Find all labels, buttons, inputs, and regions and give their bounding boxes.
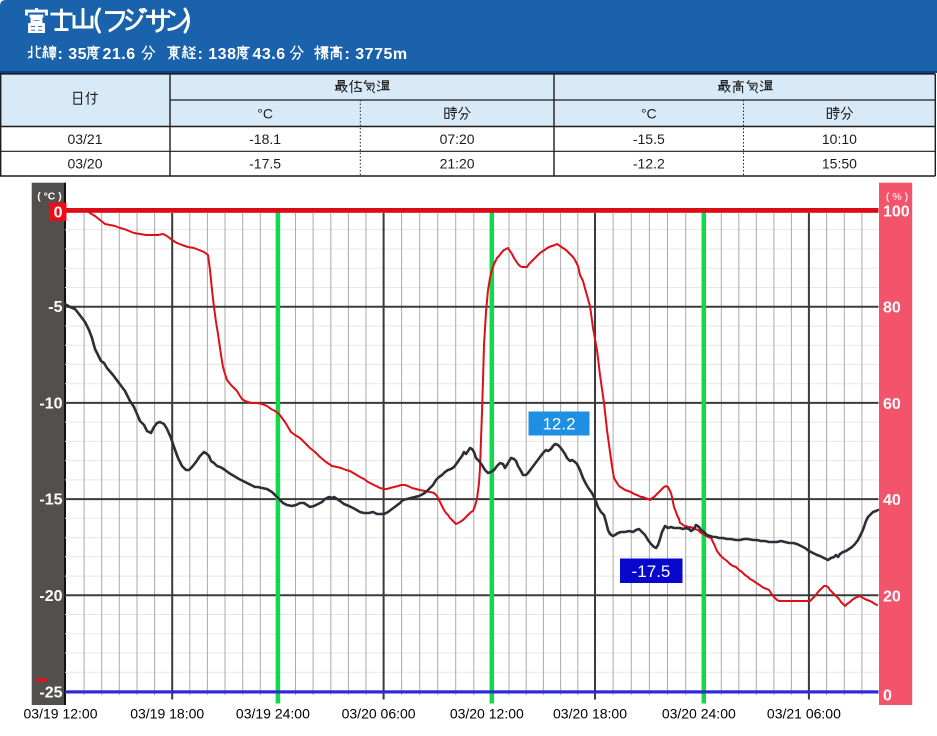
svg-text:60: 60	[883, 396, 901, 413]
svg-text:03/19 18:00: 03/19 18:00	[130, 706, 204, 722]
svg-text:-18.1: -18.1	[249, 131, 281, 147]
svg-text:-15.5: -15.5	[633, 131, 665, 147]
svg-text:21.6: 21.6	[103, 46, 136, 63]
svg-text:-5: -5	[48, 299, 62, 316]
svg-text:100: 100	[883, 204, 910, 221]
svg-text:°C: °C	[641, 105, 657, 121]
svg-text:07:20: 07:20	[440, 131, 475, 147]
svg-text:03/20 24:00: 03/20 24:00	[662, 706, 736, 722]
svg-text:-12.2: -12.2	[633, 156, 665, 172]
svg-text:( % ): ( % )	[886, 191, 908, 203]
svg-text:-15: -15	[39, 492, 62, 509]
svg-text:: 35: : 35	[58, 46, 88, 63]
svg-text:80: 80	[883, 300, 901, 317]
svg-text:40: 40	[883, 492, 901, 509]
svg-text:12.2: 12.2	[542, 414, 575, 433]
svg-text:°C: °C	[257, 105, 273, 121]
svg-text:: 3775m: : 3775m	[345, 46, 408, 63]
svg-text:10:10: 10:10	[822, 131, 857, 147]
svg-text:20: 20	[883, 588, 901, 605]
svg-text:03/20 12:00: 03/20 12:00	[450, 706, 524, 722]
svg-text:03/21: 03/21	[67, 131, 102, 147]
svg-text:-10: -10	[39, 395, 62, 412]
svg-text:: 138: : 138	[198, 46, 237, 63]
svg-text:-25: -25	[39, 685, 62, 702]
svg-text:03/21 06:00: 03/21 06:00	[767, 706, 841, 722]
svg-text:03/19 12:00: 03/19 12:00	[24, 706, 98, 722]
svg-text:21:20: 21:20	[440, 156, 475, 172]
svg-text:15:50: 15:50	[822, 156, 857, 172]
svg-text:0: 0	[54, 205, 63, 222]
svg-text:( °C ): ( °C )	[37, 191, 62, 203]
svg-text:03/19 24:00: 03/19 24:00	[236, 706, 310, 722]
svg-text:-17.5: -17.5	[632, 562, 671, 581]
svg-text:-20: -20	[39, 588, 62, 605]
svg-text:03/20 06:00: 03/20 06:00	[342, 706, 416, 722]
svg-text:03/20 18:00: 03/20 18:00	[553, 706, 627, 722]
svg-text:-17.5: -17.5	[249, 156, 281, 172]
svg-text:43.6: 43.6	[253, 46, 286, 63]
svg-text:03/20: 03/20	[67, 156, 102, 172]
svg-text:0: 0	[883, 688, 892, 705]
